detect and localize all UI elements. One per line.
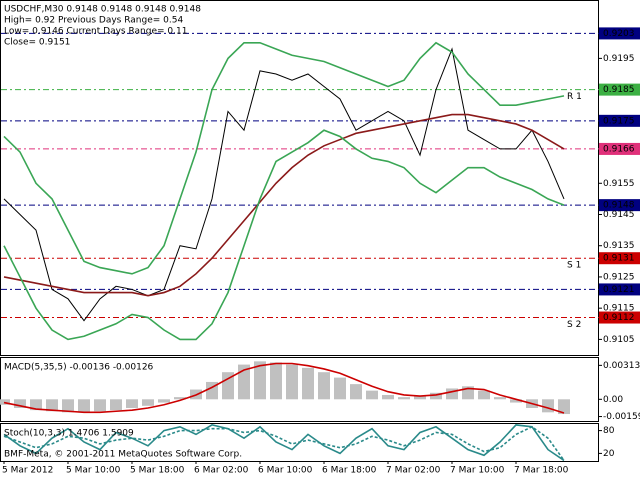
copyright: BMF-Meta, © 2001-2011 MetaQuotes Softwar…: [4, 450, 242, 460]
level-tag: [599, 199, 640, 212]
x-tick-label: 5 Mar 18:00: [130, 466, 185, 476]
stoch-panel: [0, 423, 599, 462]
histogram-bar: [142, 399, 154, 406]
level-tag: [599, 114, 640, 127]
histogram-bar: [46, 399, 58, 412]
histogram-bar: [30, 399, 42, 411]
histogram-bar: [270, 362, 282, 400]
histogram-bar: [158, 399, 170, 403]
x-tick-label: 5 Mar 2012: [2, 466, 53, 476]
main-panel: [0, 0, 599, 356]
level-value: 0.9203: [603, 29, 635, 39]
level-tag: [599, 311, 640, 324]
y-tick-label: 0.00: [603, 395, 623, 405]
histogram-bar: [366, 390, 378, 400]
x-tick-label: 7 Mar 10:00: [450, 466, 505, 476]
histogram-bar: [286, 364, 298, 400]
level-value: 0.9185: [603, 85, 635, 95]
y-tick-label: 0.9115: [603, 304, 635, 314]
series-line: [3, 362, 565, 414]
histogram-bar: [446, 388, 458, 400]
header-line: Low= 0.9146 Current Days Range= 0.11: [4, 27, 187, 37]
level-tag: [599, 283, 640, 296]
header-line: USDCHF,M30 0.9148 0.9148 0.9148 0.9148: [4, 5, 201, 15]
level-value: 0.9175: [603, 116, 635, 126]
histogram-bar: [382, 394, 394, 400]
histogram-bar: [222, 372, 234, 400]
level-value: 0.9131: [603, 254, 635, 264]
x-tick-label: 6 Mar 02:00: [194, 466, 249, 476]
level-value: 0.9112: [603, 313, 635, 323]
level-tag: [599, 27, 640, 40]
level-tag: [599, 252, 640, 265]
level-label: S 2: [567, 320, 581, 330]
histogram-bar: [318, 372, 330, 400]
series-line: [3, 129, 565, 341]
y-tick-label: 0.9195: [603, 54, 635, 64]
x-tick-label: 6 Mar 10:00: [258, 466, 313, 476]
level-label: R 1: [567, 92, 582, 102]
histogram-bar: [254, 361, 266, 400]
histogram-bar: [78, 399, 90, 413]
y-tick-label: 0.9155: [603, 179, 635, 189]
histogram-bar: [126, 399, 138, 408]
macd-panel: [0, 357, 599, 422]
histogram-bar: [238, 364, 250, 400]
y-tick-label: 0.00313: [603, 361, 640, 371]
level-value: 0.9121: [603, 285, 635, 295]
histogram-bar: [478, 390, 490, 400]
y-tick-label: -0.00159: [603, 412, 640, 422]
histogram-bar: [334, 377, 346, 400]
x-tick-label: 7 Mar 18:00: [514, 466, 569, 476]
histogram-bar: [302, 367, 314, 400]
histogram-bar: [558, 399, 570, 415]
series-line: [3, 424, 565, 462]
y-tick-label: 80: [603, 426, 615, 436]
series-line: [3, 41, 565, 275]
histogram-bar: [494, 397, 506, 400]
level-value: 0.9166: [603, 144, 635, 154]
macd-title: MACD(5,35,5) -0.00136 -0.00126: [4, 363, 154, 373]
histogram-bar: [430, 392, 442, 400]
level-tag: [599, 83, 640, 96]
histogram-bar: [62, 399, 74, 413]
series-line: [3, 47, 565, 322]
series-line: [3, 425, 565, 461]
texts: USDCHF,M30 0.9148 0.9148 0.9148 0.9148 H…: [2, 5, 640, 476]
x-tick-label: 6 Mar 18:00: [322, 466, 377, 476]
histogram-bar: [542, 399, 554, 413]
x-tick-label: 5 Mar 10:00: [66, 466, 121, 476]
y-tick-label: 20: [603, 449, 615, 459]
histogram-bar: [94, 399, 106, 412]
histogram-bar: [110, 399, 122, 411]
histogram-bar: [398, 397, 410, 400]
header-line: High= 0.92 Previous Days Range= 0.54: [4, 16, 183, 26]
x-tick-label: 7 Mar 02:00: [386, 466, 441, 476]
histogram-bar: [174, 397, 186, 400]
y-tick-label: 0.9105: [603, 335, 635, 345]
level-tag: [599, 142, 640, 155]
histogram-bar: [350, 384, 362, 400]
histogram-bar: [510, 399, 522, 403]
histogram-bar: [14, 399, 26, 408]
histogram-bar: [414, 396, 426, 400]
y-tick-label: 0.9135: [603, 241, 635, 251]
marks: [0, 27, 640, 464]
y-tick-label: 0.9125: [603, 272, 635, 282]
y-tick-label: 0.9145: [603, 210, 635, 220]
series-line: [3, 113, 565, 297]
stoch-title: Stoch(10,3,3) 1.4706 1.5909: [4, 429, 134, 439]
level-label: S 1: [567, 261, 581, 271]
header-line: Close= 0.9151: [4, 38, 70, 48]
level-value: 0.9148: [603, 201, 635, 211]
